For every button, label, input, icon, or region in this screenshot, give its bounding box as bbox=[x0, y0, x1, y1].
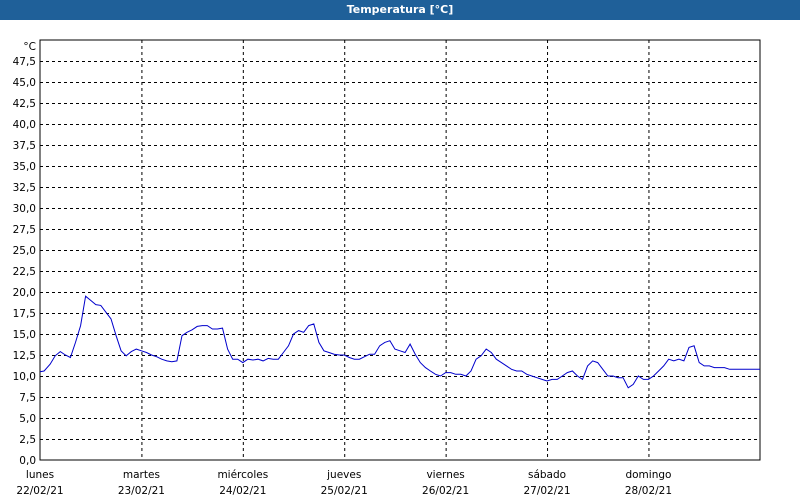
y-tick-label: 42,5 bbox=[13, 98, 36, 110]
y-tick-label: 35,0 bbox=[13, 161, 36, 173]
y-tick-label: 5,0 bbox=[19, 413, 36, 425]
temperature-series-line bbox=[39, 295, 760, 389]
x-tick-day-label: viernes bbox=[426, 469, 464, 481]
x-tick-date-label: 25/02/21 bbox=[321, 485, 368, 497]
x-tick-day-label: jueves bbox=[326, 469, 361, 481]
y-tick-label: 27,5 bbox=[13, 224, 36, 236]
x-tick-day-label: miércoles bbox=[217, 469, 268, 481]
y-tick-label: 40,0 bbox=[13, 119, 36, 131]
x-tick-date-label: 24/02/21 bbox=[219, 485, 266, 497]
y-tick-label: 22,5 bbox=[13, 266, 36, 278]
y-tick-label: 15,0 bbox=[13, 329, 36, 341]
x-tick-date-label: 26/02/21 bbox=[422, 485, 469, 497]
x-tick-date-label: 27/02/21 bbox=[523, 485, 570, 497]
y-tick-label: 17,5 bbox=[13, 308, 36, 320]
x-tick-day-label: martes bbox=[123, 469, 160, 481]
plot-frame bbox=[39, 39, 761, 461]
x-tick-day-label: lunes bbox=[26, 469, 54, 481]
y-tick-label: 12,5 bbox=[13, 350, 36, 362]
y-tick-label: 47,5 bbox=[13, 56, 36, 68]
x-tick-date-label: 23/02/21 bbox=[118, 485, 165, 497]
y-tick-label: 37,5 bbox=[13, 140, 36, 152]
y-tick-label: 0,0 bbox=[19, 455, 36, 467]
y-tick-label: 2,5 bbox=[19, 434, 36, 446]
y-tick-label: 7,5 bbox=[19, 392, 36, 404]
y-tick-label: 32,5 bbox=[13, 182, 36, 194]
y-unit-label: °C bbox=[23, 41, 36, 53]
x-tick-day-label: sábado bbox=[528, 469, 566, 481]
y-tick-label: 25,0 bbox=[13, 245, 36, 257]
axes: 0,0 2,5 5,0 7,5 10,0 12,5 15,0 17,5 20,0 22,5 25,0… bbox=[13, 39, 761, 497]
y-tick-label: 10,0 bbox=[13, 371, 36, 383]
y-tick-label: 30,0 bbox=[13, 203, 36, 215]
y-tick-label: 20,0 bbox=[13, 287, 36, 299]
grid bbox=[40, 40, 760, 460]
x-tick-date-label: 22/02/21 bbox=[16, 485, 63, 497]
x-tick-day-label: domingo bbox=[625, 469, 671, 481]
x-tick-date-label: 28/02/21 bbox=[625, 485, 672, 497]
window-title: Temperatura [°C] bbox=[0, 0, 800, 20]
temperature-chart: 0,0 2,5 5,0 7,5 10,0 12,5 15,0 17,5 20,0 22,5 25,0… bbox=[13, 39, 761, 497]
y-tick-label: 45,0 bbox=[13, 77, 36, 89]
series-layer bbox=[39, 295, 760, 389]
